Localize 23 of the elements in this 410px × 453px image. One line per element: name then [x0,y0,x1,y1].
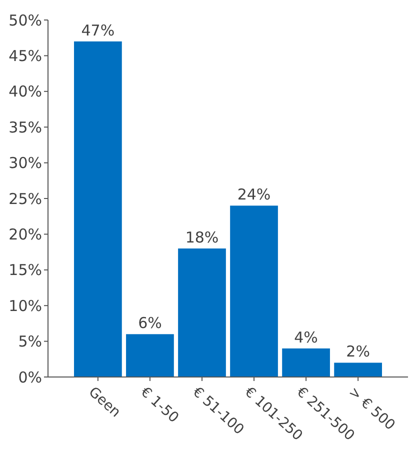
bar [178,248,226,377]
y-tick-label: 45% [8,46,42,65]
bar [282,348,330,377]
data-label: 18% [185,228,219,246]
y-tick-label: 50% [8,11,42,30]
y-tick-label: 15% [8,261,42,280]
data-label: 24% [237,186,271,204]
bar [74,41,122,377]
data-label: 4% [294,328,318,346]
data-label: 47% [81,21,115,40]
y-tick-label: 0% [18,368,42,386]
y-tick-label: 35% [8,118,42,136]
y-tick-label: 40% [8,82,42,101]
data-label: 2% [346,342,370,361]
bar [230,206,278,377]
y-tick-label: 20% [8,225,42,244]
data-label: 6% [138,314,162,332]
y-tick-label: 30% [8,154,42,172]
bar [334,362,382,377]
y-tick-label: 5% [18,332,42,351]
bar [126,334,174,377]
y-tick-label: 10% [8,296,42,315]
y-tick-label: 25% [8,190,42,208]
